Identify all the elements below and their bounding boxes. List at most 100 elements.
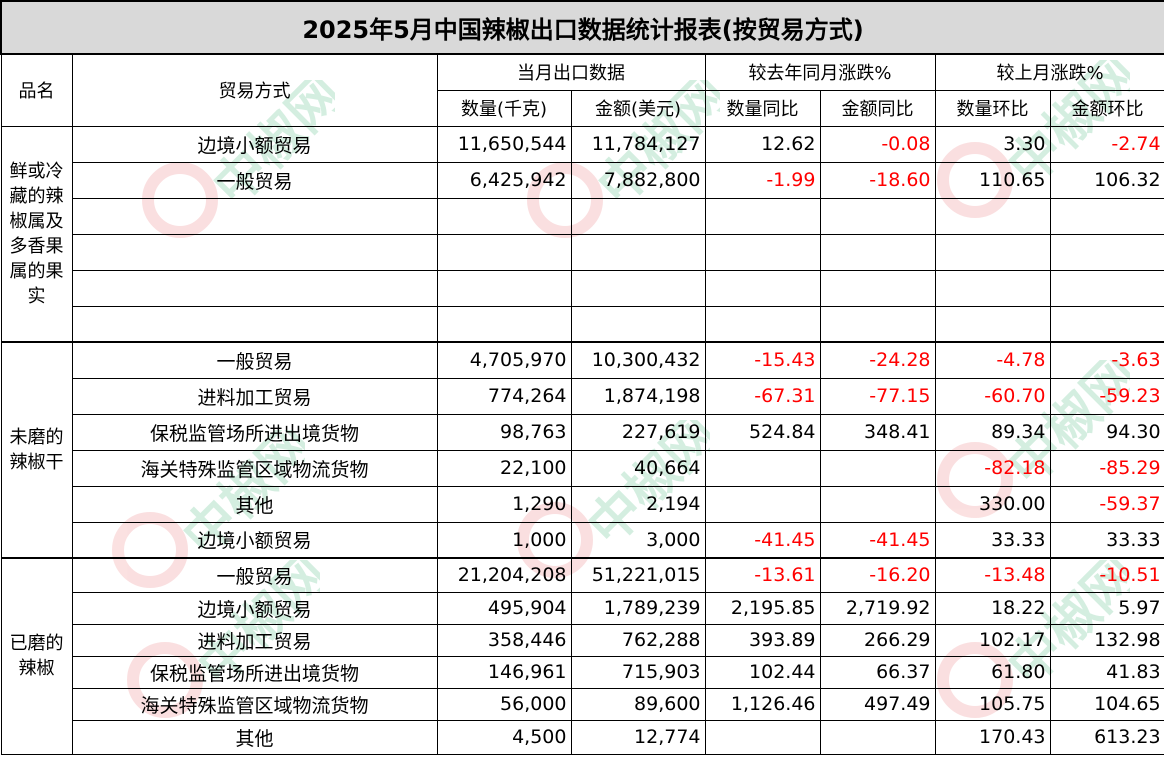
qty-cell: 22,100 [436,449,572,487]
qty-mom-cell: 102.17 [934,623,1051,657]
amt-yoy-cell: 66.37 [819,655,936,689]
qty-cell [436,269,572,307]
qty-mom-cell: 61.80 [934,655,1051,689]
amt-mom-cell: 132.98 [1049,623,1164,657]
header-amt-yoy: 金额同比 [819,89,936,127]
amt-mom-cell: -10.51 [1049,557,1164,593]
qty-mom-cell [934,305,1051,343]
amt-yoy-cell [819,719,936,755]
qty-cell [436,305,572,343]
qty-cell: 4,500 [436,719,572,755]
amt-yoy-cell [819,449,936,487]
amount-cell: 3,000 [570,521,706,559]
qty-mom-cell: 330.00 [934,485,1051,523]
qty-yoy-cell: -13.61 [704,557,821,593]
amount-cell [570,305,706,343]
amt-mom-cell: 106.32 [1049,161,1164,199]
qty-yoy-cell [704,305,821,343]
amount-cell: 715,903 [570,655,706,689]
trade-mode-cell: 保税监管场所进出境货物 [71,655,438,689]
header-mom: 较上月涨跌% [934,53,1164,91]
qty-cell: 56,000 [436,687,572,721]
amount-cell: 1,874,198 [570,377,706,415]
qty-mom-cell: 105.75 [934,687,1051,721]
amt-mom-cell: -59.23 [1049,377,1164,415]
header-amount: 金额(美元) [570,89,706,127]
amount-cell: 762,288 [570,623,706,657]
qty-yoy-cell [704,719,821,755]
qty-mom-cell: 110.65 [934,161,1051,199]
trade-mode-cell: 其他 [71,719,438,755]
qty-cell: 774,264 [436,377,572,415]
trade-mode-cell: 一般贸易 [71,341,438,379]
product-name: 已磨的辣椒 [0,557,73,755]
header-qty-yoy: 数量同比 [704,89,821,127]
qty-yoy-cell: 102.44 [704,655,821,689]
qty-mom-cell: -13.48 [934,557,1051,593]
trade-mode-cell: 保税监管场所进出境货物 [71,413,438,451]
amount-cell: 2,194 [570,485,706,523]
amt-mom-cell: 104.65 [1049,687,1164,721]
header-qty-mom: 数量环比 [934,89,1051,127]
trade-mode-cell: 一般贸易 [71,557,438,593]
amt-yoy-cell [819,233,936,271]
qty-cell: 4,705,970 [436,341,572,379]
header-current-month: 当月出口数据 [436,53,706,91]
qty-cell: 98,763 [436,413,572,451]
qty-cell: 21,204,208 [436,557,572,593]
qty-yoy-cell: 2,195.85 [704,591,821,625]
amount-cell: 51,221,015 [570,557,706,593]
header-yoy: 较去年同月涨跌% [704,53,936,91]
amt-yoy-cell: -16.20 [819,557,936,593]
amt-mom-cell [1049,269,1164,307]
amt-mom-cell [1049,197,1164,235]
qty-yoy-cell: 1,126.46 [704,687,821,721]
amt-mom-cell: -2.74 [1049,125,1164,163]
header-product: 品名 [0,53,73,127]
amt-yoy-cell [819,197,936,235]
amt-mom-cell: 41.83 [1049,655,1164,689]
product-name: 未磨的辣椒干 [0,341,73,559]
trade-mode-cell: 边境小额贸易 [71,591,438,625]
amt-yoy-cell: -41.45 [819,521,936,559]
header-amt-mom: 金额环比 [1049,89,1164,127]
amount-cell: 227,619 [570,413,706,451]
amount-cell: 1,789,239 [570,591,706,625]
amt-mom-cell: -59.37 [1049,485,1164,523]
trade-mode-cell: 一般贸易 [71,161,438,199]
qty-mom-cell: 33.33 [934,521,1051,559]
qty-yoy-cell: -67.31 [704,377,821,415]
amount-cell [570,233,706,271]
qty-cell: 1,000 [436,521,572,559]
qty-cell: 1,290 [436,485,572,523]
trade-mode-cell: 边境小额贸易 [71,521,438,559]
amt-yoy-cell: -77.15 [819,377,936,415]
amt-mom-cell: 5.97 [1049,591,1164,625]
trade-mode-cell: 进料加工贸易 [71,377,438,415]
amt-yoy-cell [819,305,936,343]
header-qty: 数量(千克) [436,89,572,127]
amt-yoy-cell: 2,719.92 [819,591,936,625]
amt-yoy-cell: 348.41 [819,413,936,451]
qty-mom-cell: 170.43 [934,719,1051,755]
amt-mom-cell: -3.63 [1049,341,1164,379]
amount-cell: 89,600 [570,687,706,721]
trade-mode-cell [71,269,438,307]
qty-mom-cell: -4.78 [934,341,1051,379]
amt-yoy-cell: 497.49 [819,687,936,721]
qty-mom-cell: 89.34 [934,413,1051,451]
amt-mom-cell: 94.30 [1049,413,1164,451]
amount-cell: 12,774 [570,719,706,755]
amount-cell [570,269,706,307]
qty-yoy-cell: -41.45 [704,521,821,559]
qty-yoy-cell: 12.62 [704,125,821,163]
trade-mode-cell: 海关特殊监管区域物流货物 [71,449,438,487]
qty-cell [436,197,572,235]
product-name: 鲜或冷藏的辣椒属及多香果属的果实 [0,125,73,343]
qty-yoy-cell [704,449,821,487]
qty-cell: 11,650,544 [436,125,572,163]
amt-mom-cell: 33.33 [1049,521,1164,559]
qty-cell [436,233,572,271]
amt-mom-cell: 613.23 [1049,719,1164,755]
